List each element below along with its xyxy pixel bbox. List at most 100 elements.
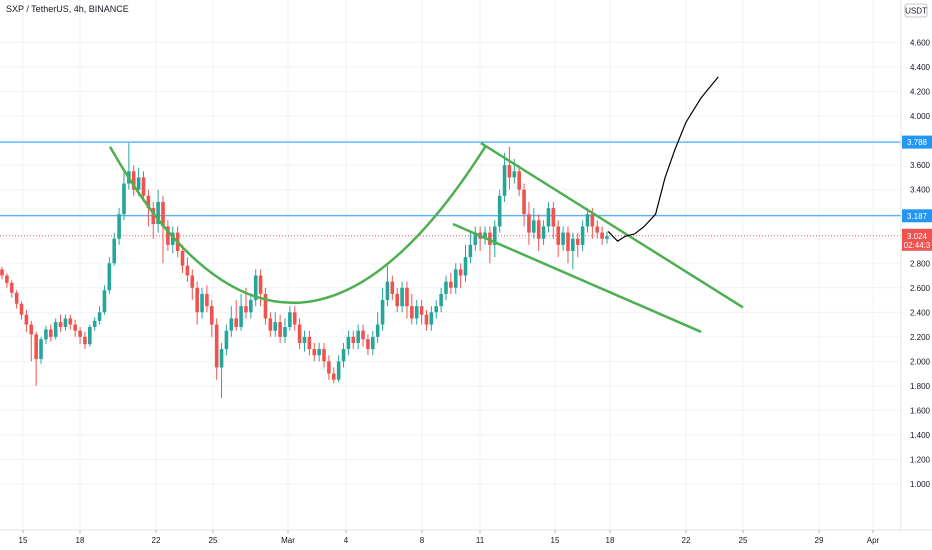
candle-body [234, 318, 238, 328]
candle-body [571, 238, 575, 251]
candle-body [483, 232, 487, 239]
currency-button-frame[interactable] [904, 3, 928, 18]
time-tick-label: 22 [682, 536, 691, 545]
candle-body [419, 306, 424, 315]
candle-body [5, 275, 9, 283]
candle-body [146, 195, 151, 209]
cup-pattern-curve[interactable] [108, 144, 488, 304]
candle-body [0, 269, 4, 276]
candle-body [9, 282, 14, 293]
candle-body [590, 214, 595, 227]
candle-body [273, 322, 278, 331]
candle-body [151, 208, 156, 225]
price-tick-label: 1.400 [910, 431, 931, 440]
candle-body [307, 336, 312, 350]
candle-body [102, 290, 107, 313]
candle-body [556, 226, 561, 245]
candle-body [297, 324, 302, 343]
wedge-trendline[interactable] [480, 142, 744, 309]
candle-body [200, 293, 204, 313]
candle-body [278, 322, 282, 337]
time-tick-label: 11 [476, 536, 485, 545]
candle-body [341, 349, 346, 362]
candle-body [141, 177, 146, 196]
candle-body [429, 312, 434, 325]
candle-body [34, 334, 38, 359]
price-tick-label: 2.200 [910, 333, 931, 342]
candle-body [131, 171, 136, 190]
price-axis[interactable]: 4.6004.4004.2004.0003.8003.6003.4003.200… [910, 39, 931, 489]
candle-body [395, 293, 400, 307]
price-tick-label: 3.600 [910, 161, 931, 170]
wedge-trendline[interactable] [452, 222, 702, 334]
time-axis[interactable]: 15 18 22 25 Mar 4 8 11 15 18 22 25 29 Apr [19, 530, 880, 545]
candle-body [317, 349, 321, 356]
candle-body [14, 292, 19, 304]
time-tick-label: 18 [606, 536, 615, 545]
horizontal-levels [0, 141, 901, 237]
candle-body [117, 214, 121, 239]
candle-body [283, 327, 287, 337]
currency-button[interactable]: USDT [905, 7, 927, 16]
candle-body [136, 177, 141, 190]
candle-body [19, 303, 24, 315]
candle-body [595, 226, 600, 233]
candle-body [258, 275, 263, 294]
candle-body [39, 339, 43, 359]
time-tick-label: 4 [344, 536, 349, 545]
candle-body [532, 220, 536, 233]
price-tick-label: 1.200 [910, 455, 931, 464]
candle-body [492, 226, 497, 245]
price-tick-label: 4.400 [910, 63, 931, 72]
candle-body [288, 312, 292, 328]
candle-body [356, 330, 360, 343]
price-tick-label: 2.000 [910, 357, 931, 366]
candle-body [546, 208, 551, 227]
candle-body [366, 339, 370, 350]
candle-body [497, 195, 502, 227]
candle-body [502, 165, 507, 196]
chart-title: SXP / TetherUS, 4h, BINANCE [6, 4, 129, 14]
candle-body [68, 318, 73, 325]
candle-body [156, 201, 160, 225]
candle-body [58, 322, 63, 328]
candle-body [253, 275, 258, 301]
candle-body [541, 226, 546, 239]
candle-body [44, 329, 48, 340]
candle-body [92, 320, 97, 328]
price-tick-label: 1.800 [910, 382, 931, 391]
candle-body [605, 236, 609, 239]
candle-body [78, 330, 82, 337]
candle-body [302, 336, 307, 343]
candle-body [229, 318, 234, 331]
last-price-badge [902, 228, 932, 251]
candle-body [405, 287, 409, 307]
price-tick-label: 1.600 [910, 406, 931, 415]
candle-body [463, 257, 468, 276]
candle-body [29, 324, 34, 335]
candle-body [239, 306, 243, 328]
candle-body [209, 306, 214, 325]
time-tick-label: 18 [76, 536, 85, 545]
price-tick-label: 2.400 [910, 308, 931, 317]
candle-body [522, 189, 526, 215]
candle-body [327, 361, 331, 374]
price-tick-label: 3.400 [910, 186, 931, 195]
candle-body [166, 226, 170, 245]
chart-grid [0, 0, 901, 530]
candle-body [88, 327, 92, 345]
time-tick-label: 15 [551, 536, 560, 545]
candle-body [371, 336, 375, 350]
candle-body [385, 281, 390, 301]
candle-body [361, 330, 365, 340]
price-projection-path[interactable] [607, 76, 719, 242]
candle-body [512, 171, 517, 178]
candle-body [48, 329, 53, 337]
level-price-badge [902, 209, 932, 223]
candle-body [566, 232, 570, 251]
candle-body [263, 293, 268, 319]
candle-body [268, 318, 273, 331]
candle-body [434, 306, 439, 313]
